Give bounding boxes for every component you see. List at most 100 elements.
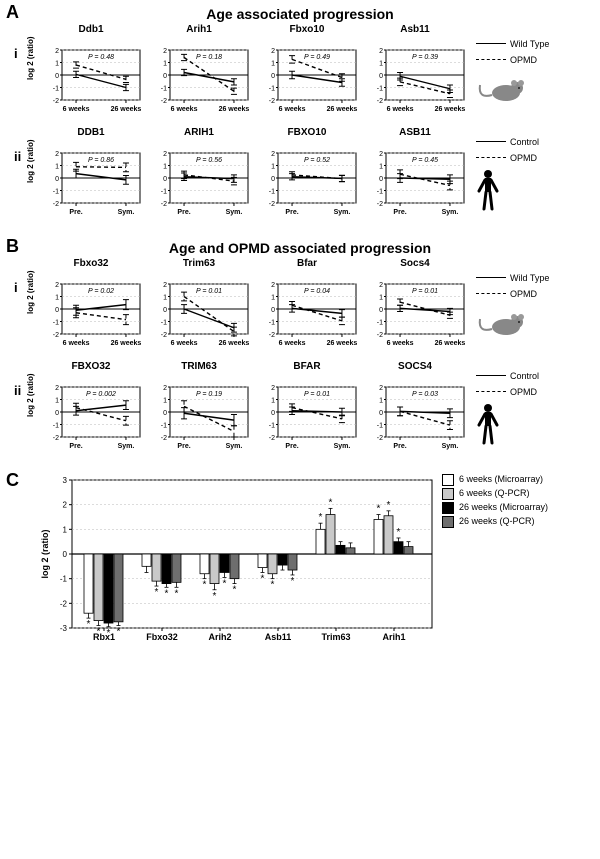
svg-text:2: 2 [163,385,167,392]
section-B-title: Age and OPMD associated progression [8,240,592,256]
section-B-rows: ilog 2 (ratio)Fbxo32-2-1012P = 0.026 wee… [8,258,592,458]
bar [346,548,355,554]
line-chart: -2-1012P = 0.026 weeks26 weeks [38,270,144,350]
svg-text:P = 0.49: P = 0.49 [304,54,330,61]
bar-legend-item: 26 weeks (Microarray) [442,500,592,514]
svg-text:1: 1 [271,398,275,405]
svg-text:-2: -2 [377,332,383,339]
svg-text:P = 0.01: P = 0.01 [196,288,222,295]
svg-text:6 weeks: 6 weeks [63,340,90,347]
y-axis-label: log 2 (ratio) [26,270,35,314]
bar-chart: -3-2-10123log 2 (ratio)****Rbx1***Fbxo32… [38,472,438,662]
svg-text:-2: -2 [269,332,275,339]
row-legend: Control OPMD [476,369,592,451]
bar [162,554,171,584]
svg-text:2: 2 [379,282,383,289]
svg-text:26 weeks: 26 weeks [219,106,250,113]
svg-text:0: 0 [55,73,59,80]
line-chart: -2-1012P = 0.486 weeks26 weeks [38,36,144,116]
section-A-title: Age associated progression [8,6,592,22]
bar [404,547,413,554]
svg-text:1: 1 [55,61,59,68]
svg-text:*: * [117,627,121,638]
svg-text:Pre.: Pre. [69,209,82,216]
svg-text:1: 1 [63,525,68,534]
svg-text:*: * [213,591,217,602]
svg-text:2: 2 [55,48,59,55]
svg-text:-2: -2 [161,201,167,208]
svg-text:-1: -1 [53,423,59,430]
svg-text:-1: -1 [269,86,275,93]
bar [394,542,403,554]
svg-text:Sym.: Sym. [442,209,459,216]
svg-text:P = 0.18: P = 0.18 [196,54,222,61]
line-chart: -2-1012P = 0.496 weeks26 weeks [254,36,360,116]
svg-text:P = 0.03: P = 0.03 [412,391,438,398]
svg-text:1: 1 [379,61,383,68]
panel: FBXO10-2-1012P = 0.52Pre.Sym. [254,127,360,224]
bar [258,554,267,568]
row-label: ii [14,383,21,398]
panel: DDB1-2-1012P = 0.86Pre.Sym. [38,127,144,224]
panel-title: Socs4 [362,258,468,269]
row-label: ii [14,149,21,164]
legend-solid: Wild Type [476,271,592,285]
figure: A Age associated progression ilog 2 (rat… [0,0,600,671]
svg-text:-1: -1 [269,320,275,327]
svg-text:2: 2 [55,282,59,289]
svg-text:P = 0.01: P = 0.01 [412,288,438,295]
svg-text:Pre.: Pre. [393,209,406,216]
svg-text:2: 2 [271,48,275,55]
svg-text:26 weeks: 26 weeks [327,106,358,113]
svg-text:0: 0 [63,550,68,559]
svg-text:26 weeks: 26 weeks [111,106,142,113]
svg-text:0: 0 [55,176,59,183]
svg-text:-1: -1 [269,189,275,196]
legend-solid: Control [476,369,592,383]
svg-text:-2: -2 [53,435,59,442]
svg-text:-2: -2 [269,201,275,208]
svg-text:Sym.: Sym. [442,443,459,450]
bar [374,519,383,554]
svg-text:-2: -2 [377,435,383,442]
svg-text:26 weeks: 26 weeks [435,106,466,113]
row-legend: Wild Type OPMD [476,271,592,343]
bar [230,554,239,579]
y-axis-label: log 2 (ratio) [26,373,35,417]
svg-text:P = 0.04: P = 0.04 [304,288,330,295]
panel-row: Fbxo32-2-1012P = 0.026 weeks26 weeksTrim… [38,258,592,355]
svg-text:-2: -2 [60,599,68,608]
svg-text:P = 0.39: P = 0.39 [412,54,438,61]
organism-icon [476,71,592,109]
svg-text:0: 0 [271,176,275,183]
line-chart: -2-1012P = 0.52Pre.Sym. [254,139,360,219]
panel: SOCS4-2-1012P = 0.03Pre.Sym. [362,361,468,458]
svg-text:1: 1 [55,295,59,302]
svg-text:*: * [329,497,333,508]
row-label: i [14,46,18,61]
section-C: C -3-2-10123log 2 (ratio)****Rbx1***Fbxo… [0,468,600,671]
svg-text:*: * [387,500,391,511]
panel: Socs4-2-1012P = 0.016 weeks26 weeks [362,258,468,355]
panel-title: DDB1 [38,127,144,138]
svg-text:0: 0 [163,307,167,314]
svg-text:-2: -2 [53,201,59,208]
svg-text:2: 2 [55,151,59,158]
panel: BFAR-2-1012P = 0.01Pre.Sym. [254,361,360,458]
svg-text:P = 0.19: P = 0.19 [196,391,222,398]
section-A-rows: ilog 2 (ratio)Ddb1-2-1012P = 0.486 weeks… [8,24,592,224]
svg-text:-2: -2 [377,201,383,208]
line-chart: -2-1012P = 0.45Pre.Sym. [362,139,468,219]
section-B-label: B [6,236,19,257]
panel: FBXO32-2-1012P = 0.002Pre.Sym. [38,361,144,458]
panel-title: FBXO32 [38,361,144,372]
svg-text:Arih1: Arih1 [382,632,405,642]
panel-title: SOCS4 [362,361,468,372]
y-axis-label: log 2 (ratio) [26,139,35,183]
svg-text:-1: -1 [377,86,383,93]
svg-text:*: * [397,527,401,538]
svg-text:-2: -2 [161,98,167,105]
svg-text:6 weeks: 6 weeks [63,106,90,113]
svg-text:0: 0 [163,176,167,183]
legend-dashed: OPMD [476,385,592,399]
